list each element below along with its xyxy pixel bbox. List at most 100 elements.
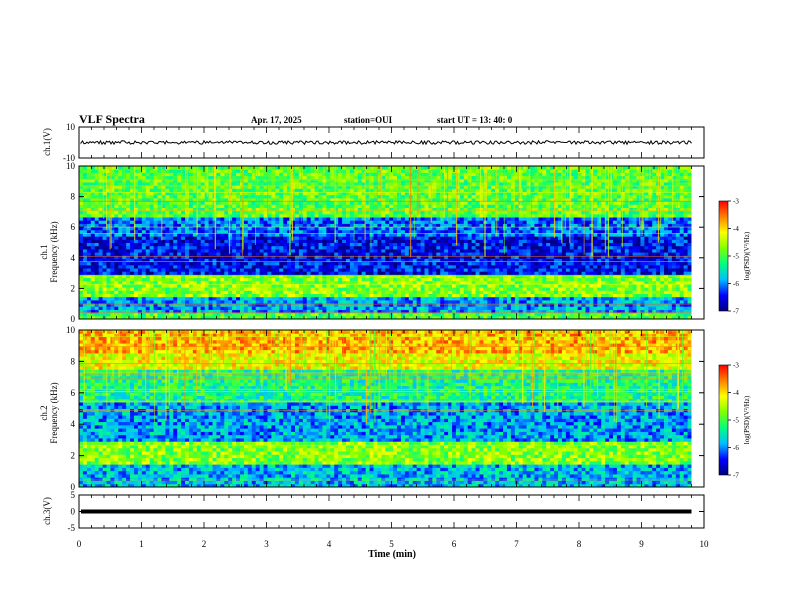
spectrogram-cell — [306, 245, 312, 250]
spectrogram-cell — [593, 296, 598, 301]
spectrogram-cell — [514, 290, 520, 294]
spectrogram-cell — [648, 223, 653, 228]
spectrogram-cell — [385, 293, 390, 298]
spectrogram-cell — [243, 280, 249, 285]
spectrogram-cell — [98, 226, 104, 231]
spectrogram-cell — [479, 229, 484, 234]
spectrogram-cell — [94, 306, 100, 310]
spectrogram-cell — [90, 309, 96, 314]
spectrogram-cell — [597, 226, 602, 231]
spectrogram-cell — [400, 271, 406, 275]
spectrogram-cell — [550, 315, 555, 320]
spectrogram-cell — [683, 303, 689, 307]
spectrogram-cell — [192, 287, 198, 291]
spectrogram-cell — [228, 245, 233, 250]
spectrogram-cell — [561, 220, 567, 224]
spectrogram-cell — [652, 271, 657, 275]
spectrogram-cell — [338, 264, 343, 269]
spectrogram-cell — [534, 277, 539, 282]
spectrogram-cell — [314, 261, 320, 266]
spectrogram-cell — [98, 296, 104, 301]
spectrogram-cell — [585, 264, 590, 269]
spectrogram-cell — [416, 223, 422, 228]
spectrogram-cell — [397, 229, 402, 234]
spectrogram-cell — [338, 242, 343, 247]
spectrogram-cell — [126, 299, 131, 304]
spectrogram-cell — [157, 229, 162, 234]
spectrogram-cell — [534, 306, 539, 310]
spectrogram-cell — [133, 217, 139, 221]
spectrogram-cell — [369, 309, 374, 314]
spectrogram-cell — [444, 226, 449, 231]
spectrogram-cell — [334, 268, 339, 272]
spectrogram-cell — [228, 271, 233, 275]
spectrogram-cell — [326, 245, 331, 250]
spectrogram-cell — [306, 232, 312, 237]
spectrogram-cell — [393, 303, 398, 307]
spectrogram-cell — [369, 261, 374, 266]
spectrogram-cell — [294, 287, 300, 291]
spectrogram-cell — [585, 261, 590, 266]
spectrogram-cell — [455, 255, 461, 259]
spectrogram-cell — [326, 306, 331, 310]
spectrogram-cell — [196, 268, 202, 272]
spectrogram-cell — [475, 229, 480, 234]
spectrogram-cell — [522, 226, 528, 231]
spectrogram-cell — [338, 236, 343, 240]
spectrogram-cell — [173, 226, 178, 231]
spectrogram-cell — [310, 290, 316, 294]
spectrogram-cell — [675, 280, 681, 285]
spectrogram-cell — [479, 245, 484, 250]
spectrogram-cell — [283, 220, 288, 224]
spectrogram-cell — [232, 226, 237, 231]
spectrogram-cell — [530, 306, 535, 310]
spectrogram-cell — [342, 223, 347, 228]
spectrogram-cell — [236, 220, 241, 224]
spectrogram-cell — [424, 264, 429, 269]
spectrogram-cell — [487, 220, 492, 224]
spectrogram-cell — [185, 236, 190, 240]
spectrogram-cell — [389, 258, 394, 263]
spectrogram-cell — [212, 223, 217, 228]
spectrogram-cell — [141, 255, 147, 259]
spectrogram-cell — [247, 217, 253, 221]
spectrogram-cell — [90, 242, 96, 247]
spectrogram-cell — [569, 268, 575, 272]
spectrogram-cell — [514, 312, 520, 317]
spectrogram-cell — [581, 252, 586, 256]
spectrogram-cell — [232, 245, 237, 250]
spectrogram-cell — [491, 315, 496, 320]
spectrogram-cell — [550, 255, 555, 259]
spectrogram-cell — [644, 303, 649, 307]
spectrogram-cell — [318, 283, 323, 288]
spectrogram-cell — [177, 268, 182, 272]
spectrogram-cell — [514, 245, 520, 250]
spectrogram-cell — [259, 290, 265, 294]
spectrogram-cell — [220, 229, 225, 234]
spectrogram-cell — [86, 312, 92, 317]
spectrogram-cell — [165, 306, 170, 310]
spectrogram-cell — [153, 303, 159, 307]
spectrogram-cell — [475, 293, 480, 298]
spectrogram-cell — [94, 217, 100, 221]
spectrogram-cell — [640, 242, 645, 247]
spectrogram-cell — [243, 290, 249, 294]
spectrogram-cell — [424, 299, 429, 304]
spectrogram-cell — [463, 252, 469, 256]
spectrogram-cell — [471, 293, 477, 298]
spectrogram-cell — [200, 226, 206, 231]
spectrogram-cell — [687, 303, 692, 307]
spectrogram-cell — [204, 293, 210, 298]
spectrogram-cell — [620, 245, 626, 250]
spectrogram-cell — [616, 232, 622, 237]
spectrogram-cell — [620, 271, 626, 275]
spectrogram-cell — [389, 239, 394, 243]
spectrogram-cell — [514, 229, 520, 234]
spectrogram-cell — [153, 217, 159, 221]
spectrogram-cell — [675, 261, 681, 266]
spectrogram-cell — [236, 261, 241, 266]
spectrogram-cell — [275, 236, 280, 240]
spectrogram-cell — [137, 315, 143, 320]
spectrogram-cell — [412, 261, 418, 266]
spectrogram-cell — [373, 258, 378, 263]
